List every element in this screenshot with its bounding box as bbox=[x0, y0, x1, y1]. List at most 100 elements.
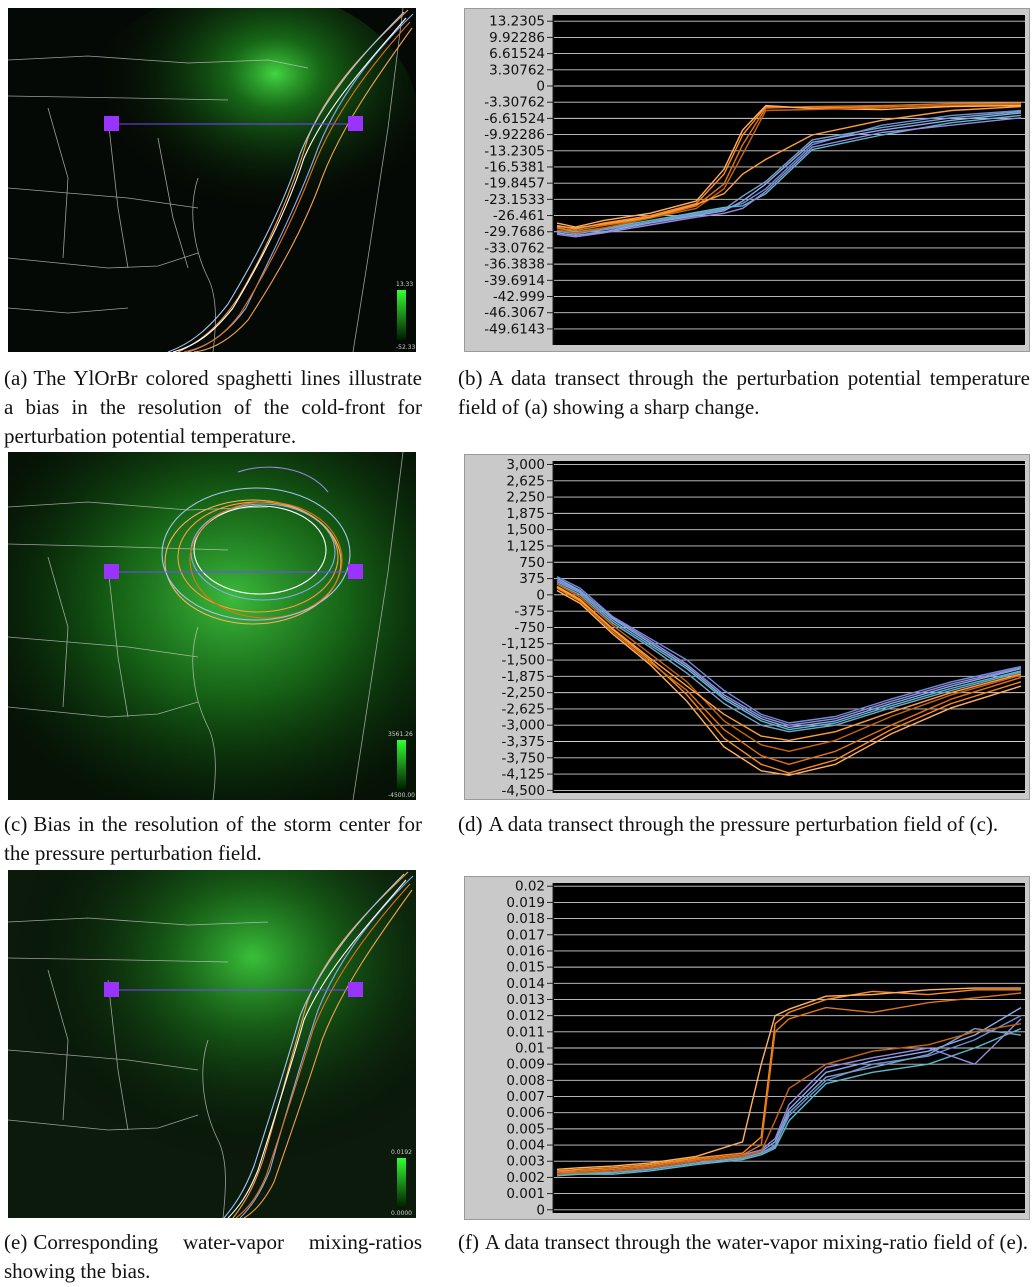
y-tick-label: 0.013 bbox=[506, 992, 545, 1008]
series-line-orange-2 bbox=[556, 587, 1022, 765]
y-tick-label: -42.999 bbox=[493, 289, 545, 305]
series-line-orange-5 bbox=[556, 586, 1022, 742]
series-line-orange-2 bbox=[556, 102, 1022, 232]
transect-plot-f: 0.02 0.019 0.018 0.017 0.016 0.015 0.014 0.013 0… bbox=[464, 876, 1030, 1220]
y-tick-label: 13.2305 bbox=[489, 14, 545, 30]
colorbar bbox=[397, 290, 406, 340]
y-tick-label: 0.011 bbox=[506, 1024, 545, 1040]
colorbar-max-label: 13.33 bbox=[396, 281, 413, 288]
map-e-render: 0.0192 0.0000 bbox=[8, 870, 416, 1218]
map-panel-e: 0.0192 0.0000 bbox=[8, 870, 416, 1218]
caption-label: (b) bbox=[458, 366, 483, 390]
y-tick-label: 0.017 bbox=[506, 927, 545, 943]
transect-start-marker[interactable] bbox=[104, 116, 119, 131]
y-tick-label: -19.8457 bbox=[484, 176, 545, 192]
y-tick-label: 375 bbox=[519, 571, 545, 587]
y-tick-label: 2,250 bbox=[506, 490, 545, 506]
y-tick-label: -375 bbox=[514, 604, 545, 620]
colorbar-max-label: 3561.26 bbox=[388, 731, 413, 738]
series-line-blue-5 bbox=[556, 110, 1022, 235]
caption-label: (a) bbox=[4, 366, 28, 390]
caption-text: The YlOrBr colored spaghetti lines illus… bbox=[4, 366, 422, 448]
series-line-blue-5 bbox=[556, 582, 1022, 733]
y-tick-label: 0.018 bbox=[506, 911, 545, 927]
series-line-orange-4 bbox=[556, 583, 1022, 752]
y-tick-label: -4,500 bbox=[501, 783, 545, 799]
y-tick-label: 1,875 bbox=[506, 506, 545, 522]
series-line-blue-2 bbox=[556, 577, 1022, 729]
colorbar-max-label: 0.0192 bbox=[391, 1149, 412, 1156]
y-tick-label: -2,250 bbox=[501, 685, 545, 701]
y-tick-label: 0 bbox=[536, 78, 545, 94]
map-a-render: 13.33 -52.33 bbox=[8, 8, 416, 352]
map-panel-c: 3561.26 -4500.00 bbox=[8, 452, 416, 800]
y-tick-label: -46.3067 bbox=[484, 305, 545, 321]
y-tick-label: -29.7686 bbox=[484, 224, 545, 240]
y-tick-label: 0.012 bbox=[506, 1008, 545, 1024]
caption-text: Bias in the resolution of the storm cent… bbox=[4, 812, 422, 865]
y-tick-label: -3,000 bbox=[501, 718, 545, 734]
y-tick-label: -3.30762 bbox=[484, 95, 545, 111]
y-tick-label: -26.461 bbox=[493, 208, 545, 224]
series-line-blue-4 bbox=[556, 579, 1022, 726]
caption-b: (b) A data transect through the perturbat… bbox=[458, 364, 1030, 422]
y-tick-label: -3,750 bbox=[501, 750, 545, 766]
colorbar bbox=[397, 740, 406, 790]
transect-start-marker[interactable] bbox=[104, 982, 119, 997]
series-line-blue-1 bbox=[556, 575, 1022, 724]
y-tick-label: 0.003 bbox=[506, 1154, 545, 1170]
y-tick-label: 0.001 bbox=[506, 1186, 545, 1202]
caption-e: (e) Corresponding water-vapor mixing-rati… bbox=[4, 1228, 422, 1286]
y-tick-label: -1,500 bbox=[501, 653, 545, 669]
y-tick-label: 0.007 bbox=[506, 1089, 545, 1105]
y-tick-label: 0.002 bbox=[506, 1170, 545, 1186]
y-tick-label: -13.2305 bbox=[484, 143, 545, 159]
y-tick-label: 1,500 bbox=[506, 522, 545, 538]
caption-c: (c) Bias in the resolution of the storm c… bbox=[4, 810, 422, 868]
caption-f: (f) A data transect through the water-vap… bbox=[458, 1228, 1030, 1257]
series-line-blue-3 bbox=[556, 1027, 1022, 1177]
y-tick-label: -49.6143 bbox=[484, 321, 545, 337]
series-line-orange-3 bbox=[556, 987, 1021, 1170]
y-tick-label: 0.019 bbox=[506, 895, 545, 911]
y-tick-label: 0.016 bbox=[506, 943, 545, 959]
y-tick-label: 0.005 bbox=[506, 1121, 545, 1137]
y-tick-label: 9.92286 bbox=[489, 30, 545, 46]
transect-end-marker[interactable] bbox=[348, 116, 363, 131]
y-tick-label: -16.5381 bbox=[484, 159, 545, 175]
series-line-blue-3 bbox=[556, 581, 1022, 731]
transect-chart-b: 13.23059.922866.615243.307620-3.30762-6.… bbox=[484, 14, 1025, 345]
series-line-orange-3 bbox=[556, 104, 1022, 228]
y-tick-label: -2,625 bbox=[501, 701, 545, 717]
y-tick-label: -36.3838 bbox=[484, 257, 545, 273]
series-line-orange-2 bbox=[556, 992, 1022, 1174]
y-tick-label: 6.61524 bbox=[489, 46, 545, 62]
y-tick-label: 0.014 bbox=[506, 976, 545, 992]
colorbar-min-label: -52.33 bbox=[396, 344, 416, 351]
y-tick-label: -39.6914 bbox=[484, 273, 545, 289]
caption-label: (e) bbox=[4, 1230, 28, 1254]
transect-start-marker[interactable] bbox=[104, 564, 119, 579]
map-panel-a: 13.33 -52.33 bbox=[8, 8, 416, 352]
caption-label: (d) bbox=[458, 812, 483, 836]
y-tick-label: -33.0762 bbox=[484, 240, 545, 256]
transect-end-marker[interactable] bbox=[348, 982, 363, 997]
series-line-orange-4 bbox=[556, 103, 1022, 234]
y-tick-label: 0.008 bbox=[506, 1073, 545, 1089]
transect-end-marker[interactable] bbox=[348, 564, 363, 579]
colorbar-min-label: -4500.00 bbox=[388, 792, 415, 799]
caption-d: (d) A data transect through the pressure … bbox=[458, 810, 1030, 839]
y-tick-label: -4,125 bbox=[501, 767, 545, 783]
y-tick-label: -1,125 bbox=[501, 636, 545, 652]
series-line-orange-4 bbox=[556, 1023, 1022, 1175]
series-line-orange-3 bbox=[556, 589, 1022, 776]
y-tick-label: 3.30762 bbox=[489, 62, 545, 78]
colorbar bbox=[397, 1158, 406, 1208]
y-tick-label: 0 bbox=[536, 587, 545, 603]
transect-chart-f: 0.020.0190.0180.0170.0160.0150.0140.0130… bbox=[506, 879, 1025, 1218]
y-tick-label: -23.1533 bbox=[484, 192, 545, 208]
colorbar-min-label: 0.0000 bbox=[391, 1210, 412, 1217]
y-tick-label: 2,625 bbox=[506, 473, 545, 489]
caption-text: A data transect through the perturbation… bbox=[458, 366, 1030, 419]
y-tick-label: 0.015 bbox=[506, 960, 545, 976]
